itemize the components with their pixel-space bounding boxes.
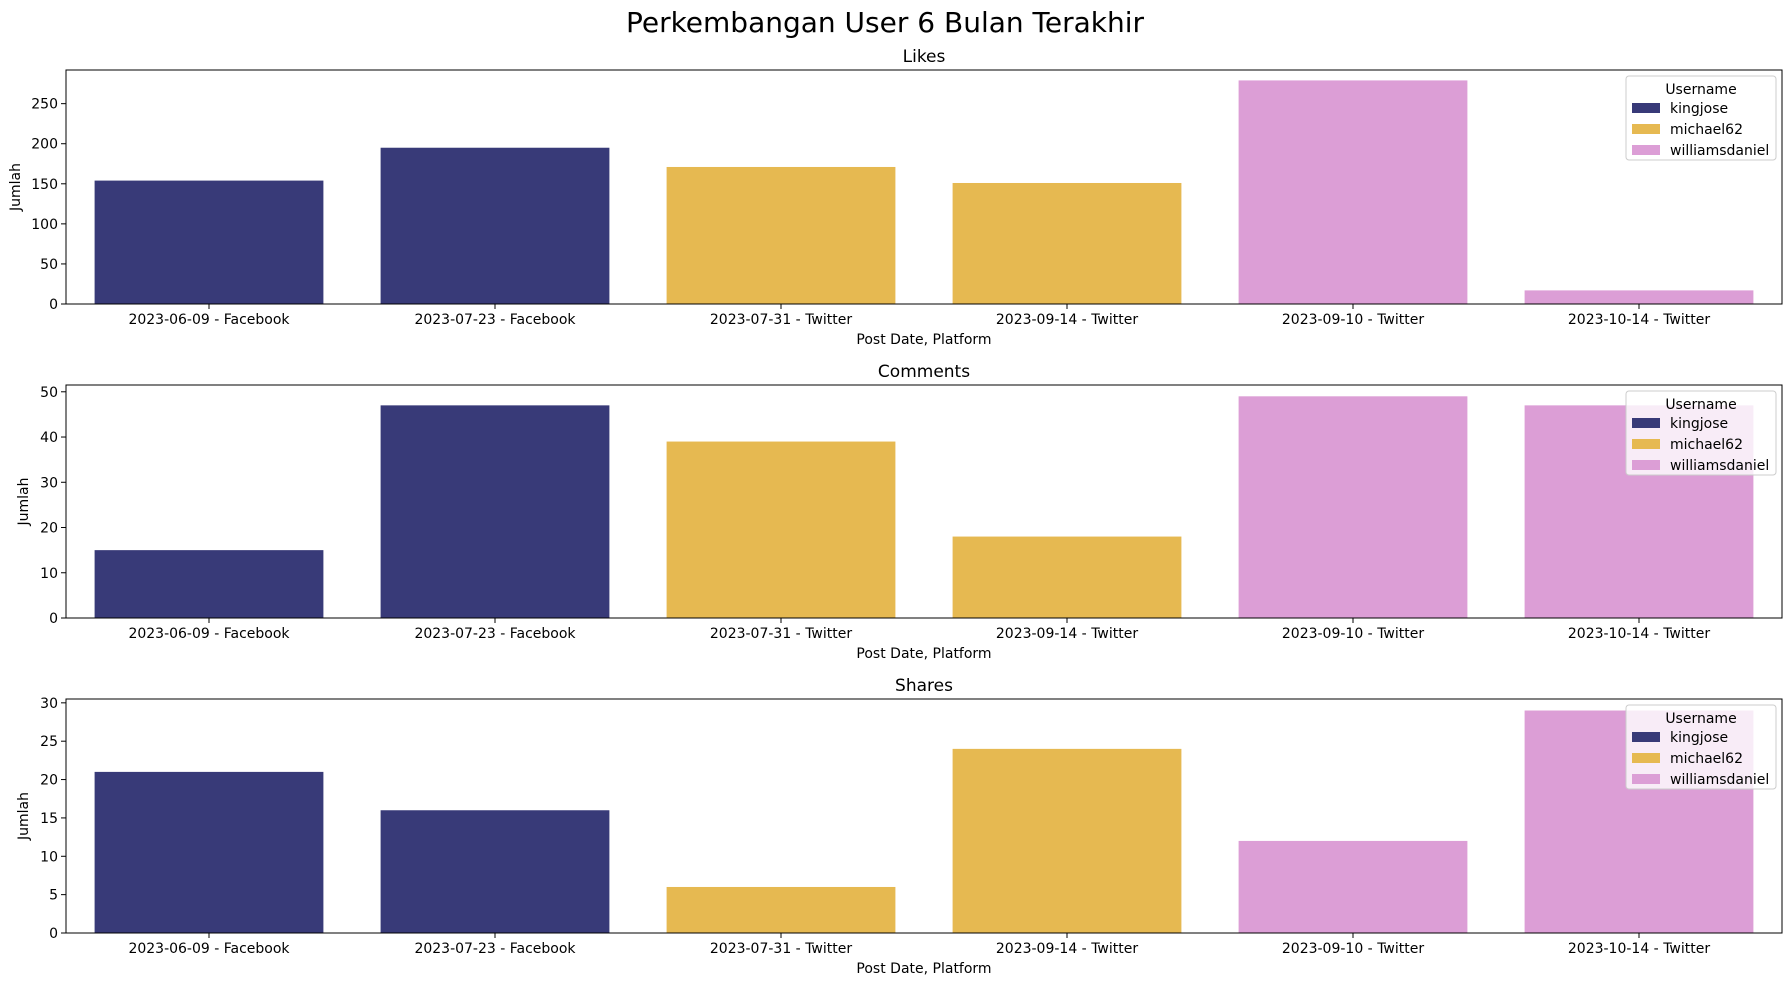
x-tick-label: 2023-10-14 - Twitter (1568, 312, 1710, 328)
bar-kingjose (94, 550, 324, 618)
plot-frame (65, 69, 1783, 305)
y-tick-label: 50 (40, 257, 58, 273)
bar-williamsdaniel (1238, 80, 1468, 304)
x-tick-label: 2023-07-23 - Facebook (414, 626, 576, 642)
x-tick-label: 2023-10-14 - Twitter (1568, 626, 1710, 642)
panel-title: Shares (895, 676, 953, 696)
legend-box (1625, 75, 1777, 161)
legend-label: williamsdaniel (1670, 772, 1769, 788)
chart-panel-comments: Comments 0 10 20 30 40 50 2023-06-09 - Facebook… (16, 362, 1783, 662)
bar-williamsdaniel (1524, 290, 1754, 304)
y-tick-label: 0 (49, 297, 58, 313)
legend-label: michael62 (1670, 122, 1743, 138)
legend-title: Username (1665, 397, 1736, 413)
y-tick-label: 5 (49, 888, 58, 904)
bar-williamsdaniel (1238, 840, 1468, 933)
y-tick-label: 15 (40, 811, 58, 827)
legend-swatch-kingjose (1632, 732, 1660, 742)
y-tick-label: 20 (40, 773, 58, 789)
y-tick-label: 100 (31, 217, 58, 233)
legend-label: williamsdaniel (1670, 458, 1769, 474)
x-axis-label: Post Date, Platform (856, 646, 991, 662)
bar-kingjose (94, 180, 324, 304)
x-tick-label: 2023-06-09 - Facebook (128, 626, 290, 642)
bar-michael62 (666, 441, 896, 618)
x-axis-label: Post Date, Platform (856, 332, 991, 348)
legend-label: michael62 (1670, 751, 1743, 767)
y-tick-label: 25 (40, 734, 58, 750)
figure-title: Perkembangan User 6 Bulan Terakhir (626, 6, 1145, 39)
legend-label: kingjose (1670, 730, 1728, 746)
x-axis-label: Post Date, Platform (856, 961, 991, 977)
legend-label: kingjose (1670, 101, 1728, 117)
x-tick-label: 2023-07-31 - Twitter (710, 941, 852, 957)
panel-title: Comments (878, 362, 970, 382)
bar-williamsdaniel (1238, 396, 1468, 618)
x-tick-label: 2023-09-14 - Twitter (996, 626, 1138, 642)
x-tick-label: 2023-06-09 - Facebook (128, 941, 290, 957)
x-tick-label: 2023-10-14 - Twitter (1568, 941, 1710, 957)
legend-swatch-williamsdaniel (1632, 460, 1660, 470)
legend-swatch-michael62 (1632, 439, 1660, 449)
legend-label: kingjose (1670, 416, 1728, 432)
bar-kingjose (94, 771, 324, 933)
legend-box (1625, 704, 1777, 790)
y-tick-label: 30 (40, 696, 58, 712)
y-axis-label: Jumlah (8, 163, 24, 212)
legend-label: michael62 (1670, 437, 1743, 453)
x-tick-label: 2023-09-10 - Twitter (1282, 626, 1424, 642)
legend-swatch-kingjose (1632, 418, 1660, 428)
x-tick-label: 2023-07-31 - Twitter (710, 626, 852, 642)
legend-swatch-williamsdaniel (1632, 774, 1660, 784)
x-tick-label: 2023-06-09 - Facebook (128, 312, 290, 328)
legend-swatch-michael62 (1632, 124, 1660, 134)
legend-box (1625, 390, 1777, 476)
bar-michael62 (666, 166, 896, 304)
y-tick-label: 150 (31, 177, 58, 193)
y-axis-label: Jumlah (16, 478, 32, 527)
x-tick-label: 2023-07-23 - Facebook (414, 941, 576, 957)
bar-kingjose (380, 405, 610, 618)
legend-title: Username (1665, 82, 1736, 98)
y-tick-label: 20 (40, 521, 58, 537)
y-tick-label: 10 (40, 566, 58, 582)
bar-kingjose (380, 810, 610, 933)
x-tick-label: 2023-07-31 - Twitter (710, 312, 852, 328)
y-tick-label: 0 (49, 611, 58, 627)
y-tick-label: 200 (31, 137, 58, 153)
y-tick-label: 10 (40, 849, 58, 865)
legend-swatch-kingjose (1632, 103, 1660, 113)
x-tick-label: 2023-09-14 - Twitter (996, 941, 1138, 957)
bar-michael62 (666, 886, 896, 933)
plot-frame (65, 698, 1783, 934)
y-tick-label: 250 (31, 97, 58, 113)
legend-swatch-williamsdaniel (1632, 145, 1660, 155)
y-tick-label: 50 (40, 385, 58, 401)
chart-panel-shares: Shares 0 5 10 15 20 25 30 2023-06-09 - Facebook 2… (16, 676, 1783, 977)
bar-michael62 (952, 182, 1182, 304)
y-tick-label: 40 (40, 430, 58, 446)
bar-michael62 (952, 536, 1182, 618)
bar-kingjose (380, 147, 610, 304)
legend-label: williamsdaniel (1670, 143, 1769, 159)
y-tick-label: 30 (40, 475, 58, 491)
chart-panel-likes: Likes 0 50 100 150 200 250 2023-06-09 - Faceboo… (8, 47, 1783, 348)
panel-title: Likes (903, 47, 946, 67)
bar-michael62 (952, 748, 1182, 933)
legend-title: Username (1665, 711, 1736, 727)
legend-swatch-michael62 (1632, 753, 1660, 763)
x-tick-label: 2023-09-10 - Twitter (1282, 312, 1424, 328)
plot-frame (65, 384, 1783, 619)
y-tick-label: 0 (49, 926, 58, 942)
y-axis-label: Jumlah (16, 792, 32, 841)
x-tick-label: 2023-09-10 - Twitter (1282, 941, 1424, 957)
x-tick-label: 2023-09-14 - Twitter (996, 312, 1138, 328)
x-tick-label: 2023-07-23 - Facebook (414, 312, 576, 328)
